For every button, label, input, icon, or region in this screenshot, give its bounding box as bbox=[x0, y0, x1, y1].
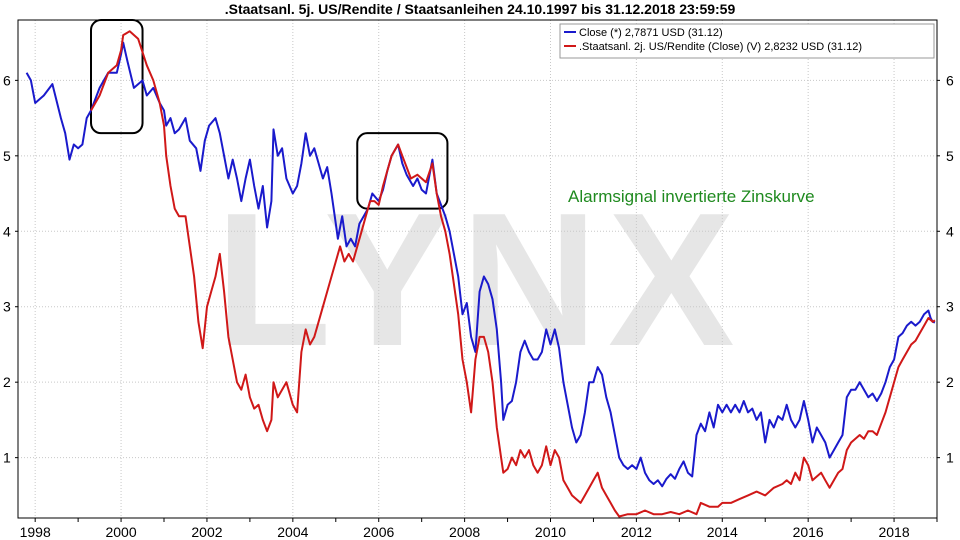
y-tick-label-left: 3 bbox=[3, 299, 11, 315]
grid bbox=[18, 20, 937, 518]
y-tick-label-right: 5 bbox=[946, 148, 954, 164]
x-tick-label: 2002 bbox=[191, 524, 222, 540]
x-tick-label: 2012 bbox=[621, 524, 652, 540]
y-tick-label-right: 3 bbox=[946, 299, 954, 315]
axis-ticks: 1998 2000 2002 2004 2006 2008 2010 2012 2014 2016… bbox=[3, 72, 954, 540]
x-tick-label: 2018 bbox=[878, 524, 909, 540]
series-line-5y bbox=[25, 41, 936, 488]
y-tick-label-left: 1 bbox=[3, 450, 11, 466]
y-tick-label-right: 4 bbox=[946, 223, 954, 239]
series-line-2y bbox=[90, 30, 936, 518]
legend: Close (*) 2,7871 USD (31.12) .Staatsanl. … bbox=[559, 23, 935, 59]
y-tick-label-left: 5 bbox=[3, 148, 11, 164]
x-tick-label: 2014 bbox=[707, 524, 738, 540]
legend-box bbox=[559, 23, 935, 59]
y-tick-label-left: 6 bbox=[3, 72, 11, 88]
y-tick-label-left: 2 bbox=[3, 374, 11, 390]
x-tick-label: 2004 bbox=[277, 524, 308, 540]
x-tick-label: 2000 bbox=[105, 524, 136, 540]
x-tick-label: 2006 bbox=[363, 524, 394, 540]
chart-title: .Staatsanl. 5j. US/Rendite / Staatsanlei… bbox=[224, 1, 736, 17]
y-tick-label-right: 2 bbox=[946, 374, 954, 390]
legend-entry: Close (*) 2,7871 USD (31.12) bbox=[579, 27, 723, 39]
series-lines bbox=[25, 30, 936, 518]
x-tick-label: 2016 bbox=[793, 524, 824, 540]
y-tick-label-right: 1 bbox=[946, 450, 954, 466]
highlight-box-2 bbox=[356, 132, 449, 210]
x-tick-label: 2008 bbox=[449, 524, 480, 540]
x-tick-label: 2010 bbox=[535, 524, 566, 540]
y-tick-label-right: 6 bbox=[946, 72, 954, 88]
annotation-text: Alarmsignal invertierte Zinskurve bbox=[568, 187, 815, 206]
legend-entry: .Staatsanl. 2j. US/Rendite (Close) (V) 2… bbox=[579, 41, 862, 53]
x-tick-label: 1998 bbox=[20, 524, 51, 540]
y-tick-label-left: 4 bbox=[3, 223, 11, 239]
plot-frame bbox=[17, 19, 938, 519]
